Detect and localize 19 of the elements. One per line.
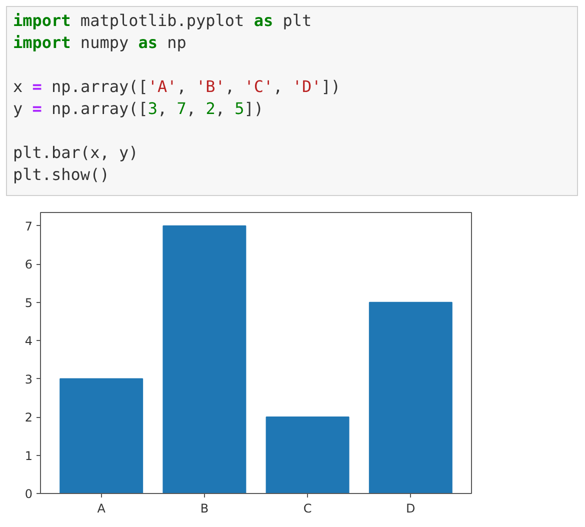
text: import matplotlib.pyplot as plt import numpy as np (13, 11, 312, 52)
y-tick-label: 3 (24, 372, 33, 386)
y-tick-label: 2 (24, 410, 33, 425)
bar (266, 416, 350, 494)
text: x = np.array(['A', 'B', 'C', 'D']) y = np.array([3, 7, 2, 5]) (13, 77, 341, 118)
bar (60, 378, 144, 494)
y-tick-label: 0 (24, 487, 33, 501)
y-tick-label: 6 (24, 258, 33, 272)
y-tick-label: 4 (24, 334, 33, 348)
y-tick-label: 1 (24, 448, 33, 463)
y-tick-label: 7 (24, 219, 33, 234)
x-tick-label: D (406, 502, 416, 516)
bar (162, 225, 246, 494)
y-tick-label: 5 (24, 296, 33, 310)
x-tick-label: B (200, 502, 209, 516)
text: plt.bar(x, y) plt.show() (13, 142, 140, 186)
bar (368, 302, 452, 494)
x-tick-label: A (97, 502, 106, 516)
x-tick-label: C (303, 502, 312, 516)
